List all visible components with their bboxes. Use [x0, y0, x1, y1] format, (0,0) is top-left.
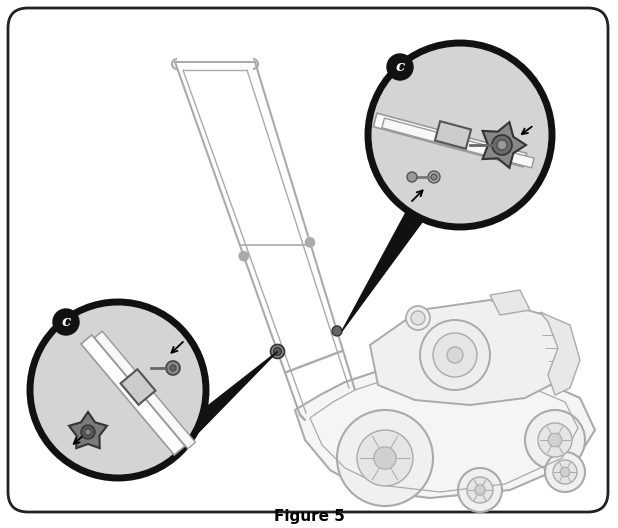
Circle shape	[525, 410, 585, 470]
Circle shape	[387, 54, 413, 80]
Circle shape	[305, 238, 315, 248]
Circle shape	[271, 344, 284, 359]
Circle shape	[81, 425, 95, 439]
Circle shape	[548, 433, 562, 447]
Text: Figure 5: Figure 5	[274, 508, 344, 523]
Circle shape	[337, 410, 433, 506]
Circle shape	[458, 468, 502, 512]
Circle shape	[274, 347, 282, 355]
Polygon shape	[295, 368, 595, 498]
Circle shape	[433, 333, 477, 377]
Circle shape	[553, 460, 577, 484]
Polygon shape	[483, 122, 526, 168]
Circle shape	[475, 485, 485, 495]
Polygon shape	[95, 331, 195, 449]
Circle shape	[431, 174, 437, 180]
Circle shape	[374, 447, 396, 469]
Text: c: c	[61, 315, 70, 329]
Circle shape	[85, 429, 91, 435]
Circle shape	[497, 140, 507, 150]
FancyBboxPatch shape	[8, 8, 608, 512]
Circle shape	[357, 430, 413, 486]
Circle shape	[166, 361, 180, 375]
Circle shape	[428, 171, 440, 183]
Polygon shape	[540, 312, 580, 395]
Polygon shape	[435, 121, 471, 149]
Circle shape	[560, 467, 570, 477]
Circle shape	[332, 326, 342, 336]
Circle shape	[467, 477, 493, 503]
Polygon shape	[382, 118, 534, 168]
Polygon shape	[166, 352, 277, 450]
Circle shape	[411, 311, 425, 325]
Polygon shape	[490, 290, 530, 315]
Polygon shape	[370, 300, 565, 405]
Polygon shape	[121, 369, 155, 405]
Polygon shape	[373, 113, 527, 167]
Polygon shape	[69, 412, 107, 448]
Circle shape	[368, 43, 552, 227]
Circle shape	[170, 365, 176, 371]
Circle shape	[447, 347, 463, 363]
Circle shape	[406, 306, 430, 330]
Circle shape	[407, 172, 417, 182]
Circle shape	[30, 302, 206, 478]
Circle shape	[53, 309, 79, 335]
Polygon shape	[81, 335, 185, 455]
Circle shape	[538, 423, 572, 457]
Text: c: c	[396, 60, 405, 74]
Circle shape	[545, 452, 585, 492]
Circle shape	[420, 320, 490, 390]
Circle shape	[239, 251, 249, 261]
Circle shape	[492, 135, 512, 155]
Polygon shape	[342, 197, 431, 331]
